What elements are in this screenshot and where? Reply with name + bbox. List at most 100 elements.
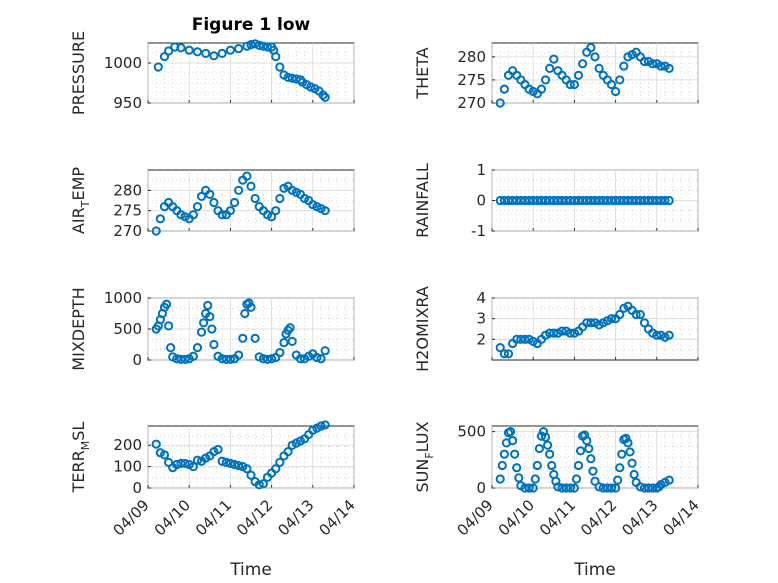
data-point-mixdepth [172, 354, 182, 364]
data-point-rainfall [545, 195, 555, 206]
data-point-sun_flux [623, 438, 633, 448]
panel-terr_msl: 0 100 200 TERRMSL 04/0904/1004/1104/1204/130… [69, 420, 359, 580]
data-point-pressure [201, 48, 211, 59]
data-point-h2omixra [664, 330, 674, 340]
data-point-pressure [209, 51, 219, 61]
data-point-sun_flux [588, 466, 598, 476]
data-point-terr_msl [225, 458, 235, 469]
y-tick-label: 280 [457, 48, 486, 66]
data-point-mixdepth [203, 300, 213, 311]
data-point-sun_flux [639, 483, 650, 493]
data-point-terr_msl [316, 421, 326, 431]
data-point-sun_flux [635, 482, 645, 492]
data-point-mixdepth [192, 343, 203, 353]
data-point-terr_msl [246, 470, 256, 480]
data-point-rainfall [553, 195, 563, 206]
data-point-rainfall [532, 195, 542, 206]
data-point-rainfall [503, 195, 514, 206]
data-point-sun_flux [584, 443, 594, 454]
data-point-mixdepth [188, 351, 198, 361]
data-point-h2omixra [512, 334, 522, 344]
data-point-sun_flux [643, 483, 654, 493]
x-tick-label: 04/11 [536, 496, 579, 539]
data-point-mixdepth [285, 323, 295, 333]
data-point-rainfall [586, 195, 596, 206]
data-point-air_temp [320, 206, 330, 216]
data-point-terr_msl [217, 456, 227, 466]
data-point-mixdepth [258, 354, 268, 364]
data-point-sun_flux [512, 463, 522, 473]
data-point-sun_flux [532, 460, 542, 471]
data-point-h2omixra [545, 328, 555, 338]
data-point-terr_msl [283, 447, 293, 457]
data-point-h2omixra [586, 318, 596, 328]
data-point-terr_msl [258, 479, 268, 489]
data-point-mixdepth [316, 354, 326, 364]
data-point-sun_flux [536, 431, 547, 441]
data-point-terr_msl [271, 464, 281, 474]
data-point-mixdepth [262, 354, 273, 364]
data-point-mixdepth [320, 346, 330, 356]
y-tick-label: 0 [476, 192, 486, 210]
data-point-sun_flux [573, 460, 584, 471]
data-point-terr_msl [188, 462, 198, 472]
data-point-sun_flux [598, 483, 608, 493]
data-point-pressure [271, 52, 281, 62]
data-point-mixdepth [238, 333, 248, 343]
data-point-rainfall [635, 195, 645, 206]
data-point-sun_flux [540, 432, 551, 442]
data-point-sun_flux [625, 447, 635, 457]
data-point-mixdepth [207, 324, 217, 334]
data-point-terr_msl [221, 457, 231, 467]
y-tick-label: 0 [132, 351, 142, 369]
x-tick-label: 04/09 [454, 496, 497, 539]
data-point-mixdepth [164, 321, 174, 331]
x-tick-label: 04/11 [192, 496, 235, 539]
data-point-theta [549, 54, 559, 64]
data-point-sun_flux [602, 483, 612, 493]
data-point-sun_flux [495, 474, 505, 484]
data-point-air_temp [250, 193, 260, 204]
data-point-sun_flux [557, 483, 567, 493]
data-point-sun_flux [654, 482, 664, 492]
data-point-sun_flux [569, 483, 580, 493]
data-point-sun_flux [497, 460, 507, 471]
data-point-sun_flux [534, 443, 544, 454]
x-tick-label: 04/13 [618, 496, 661, 539]
data-point-pressure [153, 62, 163, 72]
data-point-rainfall [631, 195, 641, 206]
data-point-h2omixra [503, 349, 514, 359]
axes-box-h2omixra [491, 297, 699, 361]
data-point-theta [578, 59, 588, 69]
data-point-rainfall [507, 195, 518, 206]
y-axis-label-mixdepth: MIXDEPTH [69, 287, 88, 370]
data-point-sun_flux [547, 460, 557, 471]
y-tick-label: 950 [113, 94, 142, 112]
data-point-air_temp [151, 226, 161, 236]
data-point-theta [499, 84, 509, 94]
data-point-rainfall [516, 195, 526, 206]
data-point-rainfall [594, 195, 604, 206]
data-point-rainfall [627, 195, 637, 206]
data-point-mixdepth [205, 312, 215, 322]
data-point-sun_flux [510, 449, 520, 459]
data-point-sun_flux [553, 482, 563, 492]
data-point-rainfall [528, 195, 538, 206]
data-point-mixdepth [166, 343, 176, 353]
data-point-h2omixra [516, 334, 526, 344]
data-point-mixdepth [275, 347, 285, 358]
data-point-theta [619, 61, 629, 71]
data-point-terr_msl [275, 457, 285, 467]
data-point-theta [573, 70, 584, 80]
y-axis-label-terr_msl: TERRMSL [69, 422, 92, 494]
data-point-h2omixra [635, 309, 645, 320]
data-point-pressure [275, 62, 285, 72]
data-point-pressure [246, 40, 256, 50]
x-axis-label: Time [229, 560, 272, 580]
data-point-h2omixra [631, 309, 641, 320]
data-point-theta [606, 79, 617, 90]
data-point-sun_flux [606, 483, 617, 493]
data-point-mixdepth [287, 336, 297, 346]
data-point-terr_msl [159, 450, 170, 460]
data-point-mixdepth [196, 327, 207, 337]
